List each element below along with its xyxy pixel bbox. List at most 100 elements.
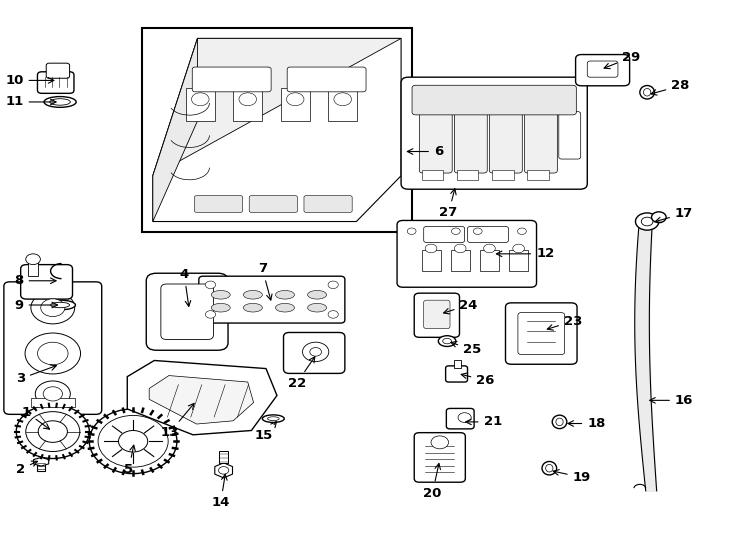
FancyBboxPatch shape [283, 333, 345, 374]
Circle shape [26, 254, 40, 265]
Circle shape [451, 228, 460, 234]
FancyBboxPatch shape [490, 91, 523, 173]
Bar [527, 170, 548, 179]
FancyBboxPatch shape [575, 55, 630, 86]
Circle shape [636, 213, 659, 230]
Bar [280, 89, 310, 121]
Circle shape [206, 281, 216, 288]
Circle shape [192, 93, 209, 106]
Text: 24: 24 [443, 299, 478, 314]
Bar [37, 462, 46, 471]
Bar [480, 249, 499, 271]
Bar [454, 361, 461, 368]
FancyBboxPatch shape [401, 77, 587, 189]
Text: 20: 20 [424, 463, 442, 500]
Text: 15: 15 [255, 422, 277, 442]
Bar [219, 451, 228, 463]
Circle shape [219, 467, 229, 474]
Circle shape [425, 244, 437, 253]
FancyBboxPatch shape [468, 226, 509, 242]
Text: 28: 28 [651, 79, 690, 95]
Ellipse shape [640, 85, 655, 99]
FancyBboxPatch shape [587, 61, 618, 77]
Circle shape [16, 404, 90, 458]
Circle shape [642, 217, 653, 226]
Circle shape [31, 292, 75, 324]
FancyBboxPatch shape [414, 293, 459, 338]
Circle shape [239, 93, 256, 106]
FancyBboxPatch shape [419, 91, 452, 173]
Bar [328, 89, 357, 121]
Circle shape [90, 409, 177, 474]
Circle shape [517, 228, 526, 234]
Text: 14: 14 [211, 474, 230, 509]
FancyBboxPatch shape [518, 313, 564, 355]
Ellipse shape [51, 302, 70, 308]
Text: 5: 5 [124, 445, 135, 476]
Bar [142, 28, 412, 232]
Text: 18: 18 [568, 417, 606, 430]
Ellipse shape [275, 291, 294, 299]
Circle shape [38, 421, 68, 442]
Bar [421, 170, 443, 179]
Bar [457, 170, 479, 179]
Bar [186, 89, 215, 121]
Ellipse shape [267, 417, 279, 421]
Text: 9: 9 [15, 299, 57, 312]
Ellipse shape [275, 303, 294, 312]
Polygon shape [34, 457, 48, 466]
Circle shape [652, 212, 666, 222]
Ellipse shape [644, 89, 651, 96]
Ellipse shape [545, 464, 553, 472]
Circle shape [98, 415, 168, 467]
Circle shape [43, 387, 62, 401]
Ellipse shape [552, 415, 567, 429]
FancyBboxPatch shape [195, 195, 243, 212]
FancyBboxPatch shape [559, 112, 581, 159]
FancyBboxPatch shape [424, 226, 465, 242]
Bar [492, 170, 514, 179]
Text: 3: 3 [16, 365, 57, 386]
Polygon shape [153, 38, 197, 221]
Circle shape [118, 430, 148, 452]
Circle shape [41, 299, 65, 316]
Circle shape [286, 93, 304, 106]
Circle shape [302, 342, 329, 362]
Text: 19: 19 [553, 470, 591, 484]
Ellipse shape [244, 303, 262, 312]
Polygon shape [153, 38, 401, 221]
Ellipse shape [438, 336, 456, 347]
Text: 13: 13 [161, 403, 194, 439]
Bar [451, 249, 470, 271]
Text: 1: 1 [22, 406, 50, 429]
FancyBboxPatch shape [304, 195, 352, 212]
Ellipse shape [308, 303, 327, 312]
Ellipse shape [211, 291, 230, 299]
Bar [421, 249, 440, 271]
Ellipse shape [308, 291, 327, 299]
FancyBboxPatch shape [146, 273, 228, 350]
FancyBboxPatch shape [506, 303, 577, 365]
Circle shape [334, 93, 352, 106]
Circle shape [328, 281, 338, 288]
Text: 11: 11 [5, 96, 56, 109]
Circle shape [431, 436, 448, 449]
Ellipse shape [44, 97, 76, 107]
Circle shape [206, 310, 216, 318]
Text: 25: 25 [451, 342, 482, 356]
Bar [233, 89, 262, 121]
Circle shape [458, 413, 471, 422]
Circle shape [310, 348, 321, 356]
Text: 4: 4 [180, 268, 191, 306]
Ellipse shape [50, 99, 70, 105]
Circle shape [35, 381, 70, 407]
Circle shape [328, 310, 338, 318]
Circle shape [37, 342, 68, 365]
Text: 10: 10 [5, 74, 54, 87]
Text: 7: 7 [258, 262, 272, 300]
FancyBboxPatch shape [424, 300, 450, 329]
FancyBboxPatch shape [414, 433, 465, 482]
FancyBboxPatch shape [161, 284, 214, 340]
FancyBboxPatch shape [446, 366, 468, 382]
FancyBboxPatch shape [21, 265, 73, 299]
